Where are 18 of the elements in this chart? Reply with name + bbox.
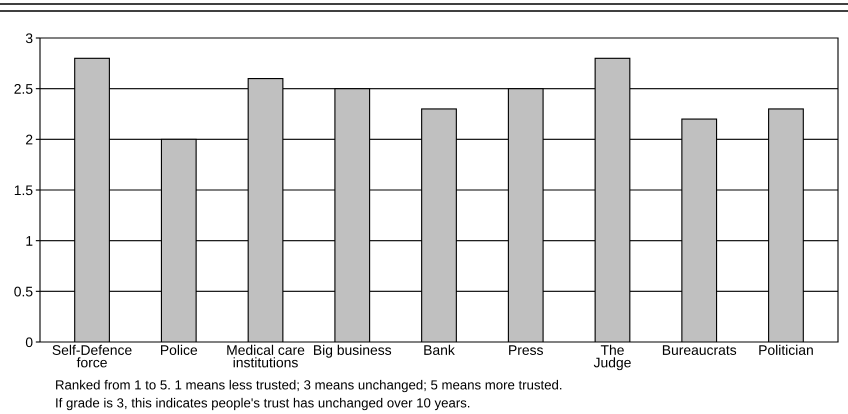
y-tick-label: 0: [26, 337, 33, 348]
x-tick-label: The Judge: [594, 344, 631, 370]
text: Ranked from 1 to 5. 1 means less trusted; 3 means unchanged; 5 means more trusted.: [56, 380, 562, 392]
x-tick-label: Police: [161, 344, 198, 355]
y-tick-label: 1: [26, 236, 32, 246]
x-tick-label: Bureaucrats: [662, 345, 736, 355]
y-tick-label: 3: [26, 33, 32, 44]
text: If grade is 3, this indicates people's trust has unchanged over 10 years.: [56, 398, 470, 410]
y-tick-label: 2.5: [14, 84, 32, 94]
y-tick-label: 1.5: [14, 185, 32, 196]
y-tick-label: 2: [26, 134, 32, 144]
x-tick-label: Big business: [314, 344, 392, 358]
x-tick-label: Press: [509, 345, 543, 355]
x-tick-label: Politician: [759, 344, 813, 355]
x-tick-label: Bank: [424, 344, 455, 355]
x-tick-label: Medical care institutions: [227, 344, 304, 368]
y-tick-label: 0.5: [14, 286, 32, 297]
x-tick-label: Self-Defence force: [52, 344, 132, 368]
